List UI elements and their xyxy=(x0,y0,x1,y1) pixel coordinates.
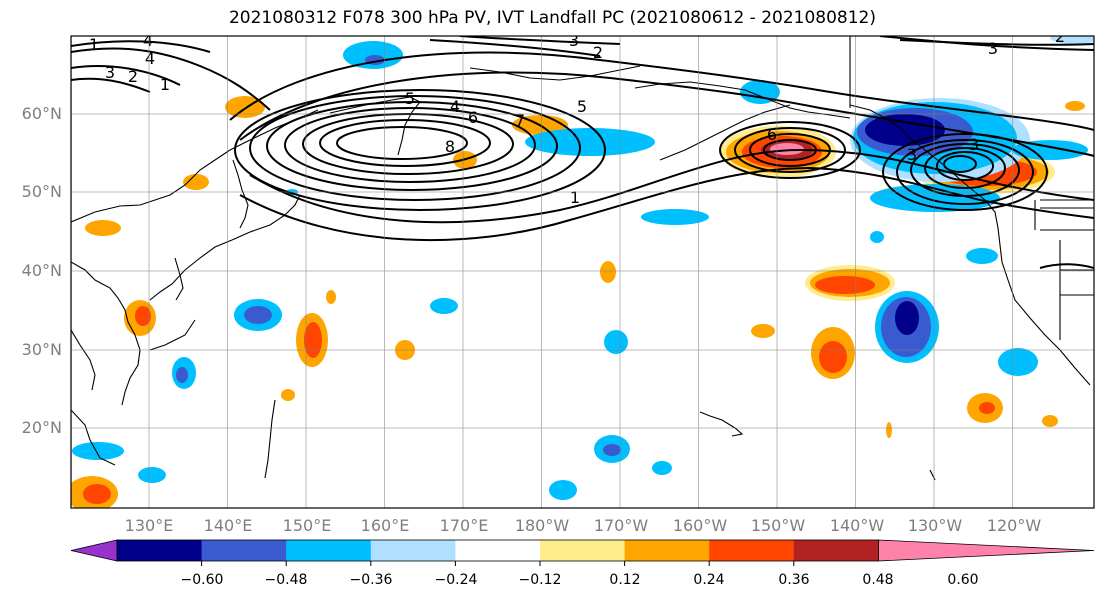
contour-label: 4 xyxy=(145,49,155,68)
colorbar-tick-label: −0.48 xyxy=(264,572,308,588)
contour-label: 4 xyxy=(143,31,153,50)
lat-label-40n: 40°N xyxy=(21,261,62,280)
contour-label: 6 xyxy=(767,125,777,144)
map-frame xyxy=(70,35,1095,509)
contour-label: 3 xyxy=(907,145,917,164)
colorbar xyxy=(70,539,1095,566)
colorbar-extend-low xyxy=(70,539,118,562)
colorbar-frame xyxy=(116,539,879,562)
colorbar-tick-label: 0.24 xyxy=(693,572,725,588)
contour-label: 6 xyxy=(468,108,478,127)
lon-label: 160°W xyxy=(672,516,728,535)
pv-contours xyxy=(71,36,1094,269)
colorbar-segment xyxy=(709,540,795,561)
contour-label: 2 xyxy=(593,43,603,62)
contour-label: 4 xyxy=(450,97,460,116)
lat-label-20n: 20°N xyxy=(21,418,62,437)
map-title: 2021080312 F078 300 hPa PV, IVT Landfall… xyxy=(228,8,876,28)
graticule xyxy=(71,36,1094,508)
colorbar-tick-label: 0.48 xyxy=(862,572,894,588)
lon-label: 170°E xyxy=(439,516,489,535)
colorbar-tick-label: −0.12 xyxy=(518,572,562,588)
lon-label: 140°E xyxy=(203,516,253,535)
lat-label-30n: 30°N xyxy=(21,340,62,359)
contour-label: 3 xyxy=(969,135,979,154)
colorbar-segment xyxy=(793,540,879,561)
lon-label: 130°E xyxy=(124,516,174,535)
lon-label: 180°W xyxy=(514,516,570,535)
contour-labels: 1 2 3 4 5 6 7 8 1 2 3 4 5 6 1 2 3 3 3 4 xyxy=(89,27,1065,207)
lon-label: 160°E xyxy=(360,516,410,535)
contour-label: 3 xyxy=(569,31,579,50)
contour-label: 3 xyxy=(105,63,115,82)
pv-anomaly-shading xyxy=(71,36,1094,508)
contour-label: 7 xyxy=(515,111,525,130)
contour-label: 8 xyxy=(445,137,455,156)
lat-label-60n: 60°N xyxy=(21,104,62,123)
colorbar-segment xyxy=(286,540,372,561)
colorbar-tick-label: −0.60 xyxy=(180,572,224,588)
contour-label: 5 xyxy=(405,89,415,108)
colorbar-tick-label: −0.24 xyxy=(434,572,478,588)
contour-label: 2 xyxy=(128,67,138,86)
colorbar-tick-label: −0.36 xyxy=(349,572,393,588)
colorbar-segment xyxy=(455,540,541,561)
coastlines xyxy=(71,36,1094,508)
lon-label: 150°W xyxy=(750,516,806,535)
colorbar-tick-label: 0.36 xyxy=(778,572,810,588)
colorbar-segment xyxy=(540,540,626,561)
colorbar-segment xyxy=(624,540,710,561)
contour-label: 1 xyxy=(89,35,99,54)
contour-label: 1 xyxy=(160,75,170,94)
contour-label: 3 xyxy=(988,39,998,58)
colorbar-tick-label: 0.12 xyxy=(609,572,641,588)
contour-label: 1 xyxy=(570,188,580,207)
lat-label-50n: 50°N xyxy=(21,182,62,201)
lon-label: 150°E xyxy=(282,516,332,535)
lon-label: 130°W xyxy=(907,516,963,535)
lon-label: 170°W xyxy=(593,516,649,535)
contour-label: 2 xyxy=(1055,27,1065,46)
colorbar-segment xyxy=(370,540,456,561)
contour-label: 5 xyxy=(577,97,587,116)
colorbar-segment xyxy=(201,540,287,561)
lon-label: 120°W xyxy=(986,516,1042,535)
lon-label: 140°W xyxy=(829,516,885,535)
colorbar-tick-label: 0.60 xyxy=(947,572,979,588)
colorbar-extend-high xyxy=(878,539,1095,562)
colorbar-segment xyxy=(117,540,203,561)
